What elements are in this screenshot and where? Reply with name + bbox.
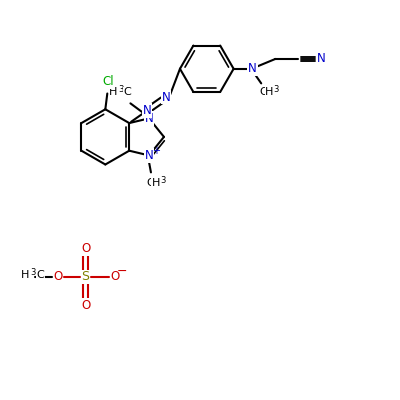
Text: H: H	[152, 178, 160, 188]
Text: H: H	[21, 270, 29, 280]
Text: H: H	[265, 88, 273, 98]
Text: N: N	[317, 52, 326, 65]
Text: −: −	[117, 265, 128, 278]
Text: 3: 3	[160, 176, 165, 185]
Text: C: C	[146, 178, 154, 188]
Text: S: S	[82, 270, 90, 284]
Text: Cl: Cl	[102, 75, 114, 88]
Text: 3: 3	[31, 268, 36, 276]
Text: N: N	[144, 149, 153, 162]
Text: O: O	[81, 242, 91, 255]
Text: O: O	[110, 270, 120, 284]
Text: C: C	[260, 88, 268, 98]
Text: 3: 3	[118, 84, 124, 94]
Text: C: C	[124, 87, 132, 97]
Text: N: N	[248, 62, 257, 75]
Text: N: N	[143, 104, 151, 117]
Text: N: N	[162, 90, 171, 104]
Text: O: O	[81, 299, 91, 312]
Text: H: H	[109, 87, 118, 97]
Text: +: +	[152, 146, 160, 156]
Text: O: O	[53, 270, 63, 284]
Text: N: N	[144, 112, 153, 125]
Text: 3: 3	[274, 85, 279, 94]
Text: C: C	[37, 270, 44, 280]
